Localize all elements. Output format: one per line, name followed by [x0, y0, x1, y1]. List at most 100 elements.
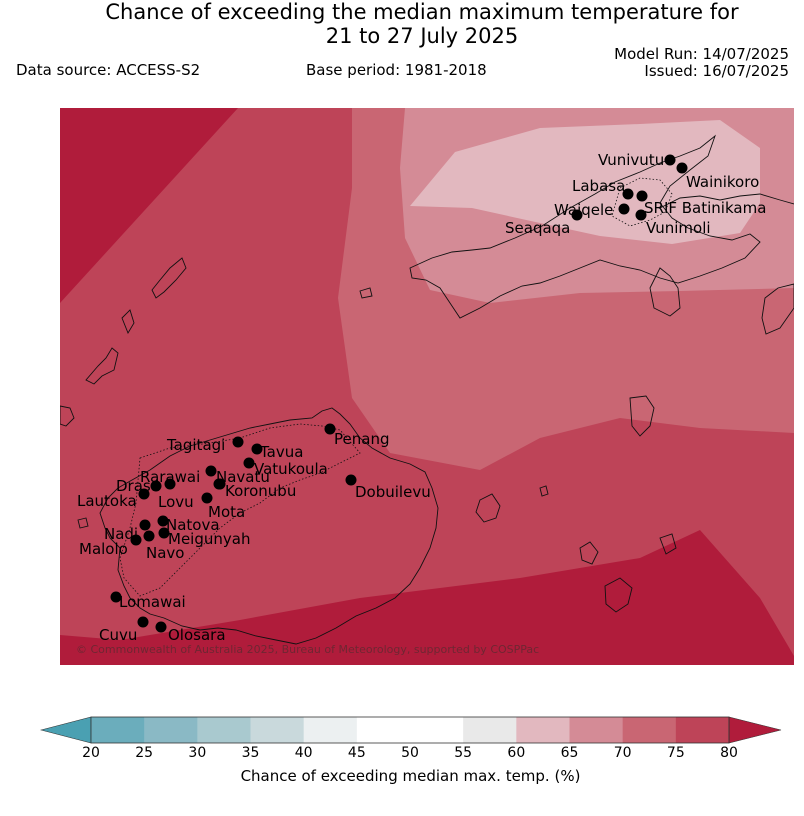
town-marker: [571, 209, 583, 221]
town-label: Drasa: [116, 477, 160, 495]
town-seaqaqa: Seaqaqa: [505, 209, 583, 237]
town-label: Natova: [166, 516, 220, 534]
band-60-65: [410, 120, 760, 244]
town-lomawai: Lomawai: [110, 591, 186, 611]
town-label: Seaqaqa: [505, 219, 570, 237]
town-penang: Penang: [324, 423, 389, 448]
taveuni-coast: [659, 193, 794, 209]
town-marker: [251, 443, 263, 455]
colorbar-tick-label: 55: [454, 745, 473, 761]
colorbar-tick-label: 40: [294, 745, 313, 761]
town-label: Olosara: [168, 626, 226, 644]
town-nadi: Nadi: [104, 519, 151, 543]
run-info: Model Run: 14/07/2025 Issued: 16/07/2025: [614, 46, 789, 80]
town-vunivutu: Vunivutu: [598, 151, 676, 169]
town-marker: [143, 530, 155, 542]
town-marker: [139, 519, 151, 531]
town-drasa: Drasa: [116, 477, 162, 495]
ovalau-island: [475, 493, 501, 523]
town-marker: [137, 616, 149, 628]
town-label: Penang: [334, 430, 389, 448]
yadua-island: [359, 287, 373, 299]
town-label: Lautoka: [77, 492, 137, 510]
town-marker: [232, 436, 244, 448]
colorbar-tick-label: 70: [613, 745, 632, 761]
town-marker: [164, 478, 176, 490]
colorbar: [39, 716, 782, 744]
district-boundaries: [119, 177, 673, 597]
town-marker: [205, 465, 217, 477]
colorbar-label: Chance of exceeding median max. temp. (%…: [240, 767, 581, 785]
town-label: Lovu: [158, 493, 194, 511]
town-marker: [150, 480, 162, 492]
mamanuca-coast: [60, 405, 75, 427]
colorbar-over-arrow: [728, 716, 782, 744]
town-mota: Mota: [201, 492, 245, 521]
town-marker: [635, 209, 647, 221]
colorbar-segment: [622, 717, 677, 743]
western-district-boundary: [119, 423, 361, 597]
data-source: Data source: ACCESS-S2: [16, 61, 201, 79]
colorbar-segment: [516, 717, 570, 743]
yasawa-north: [121, 309, 135, 335]
colorbar-segment: [675, 717, 730, 743]
town-koronubu: Koronubu: [214, 478, 296, 500]
town-marker: [138, 488, 150, 500]
town-malolo: Malolo: [79, 534, 142, 558]
colorbar-tick-label: 25: [135, 745, 154, 761]
colorbar-segment: [91, 717, 145, 743]
lau-island-2: [659, 533, 677, 555]
colorbar-tick-label: 75: [666, 745, 685, 761]
issued-date: Issued: 16/07/2025: [644, 62, 789, 80]
town-dobuilevu: Dobuilevu: [345, 474, 431, 501]
town-label: Navo: [146, 544, 184, 562]
town-labasa: Labasa: [572, 177, 634, 200]
title-line-2: 21 to 27 July 2025: [325, 24, 519, 48]
town-label: SRIF Batinikama: [644, 199, 766, 217]
town-srif-batinikama: SRIF Batinikama: [636, 190, 766, 217]
town-marker: [618, 203, 630, 215]
town-label: Tavua: [259, 443, 303, 461]
town-marker: [130, 534, 142, 546]
town-meigunyah: Meigunyah: [158, 527, 250, 548]
colorbar-tick-label: 65: [560, 745, 579, 761]
base-period: Base period: 1981-2018: [306, 61, 487, 79]
viti-levu-coast: [99, 407, 439, 645]
town-label: Vatukoula: [254, 460, 328, 478]
map-title: Chance of exceeding the median maximum t…: [0, 0, 804, 48]
lau-island-1: [604, 577, 633, 613]
town-label: Nadi: [104, 525, 138, 543]
town-label: Vunivutu: [598, 151, 664, 169]
town-natova: Natova: [157, 515, 220, 534]
town-tagitagi: Tagitagi: [166, 436, 244, 454]
town-label: Lomawai: [119, 593, 186, 611]
islet-north-east: [649, 267, 681, 317]
islet-east: [761, 283, 794, 335]
colorbar-segment: [356, 717, 411, 743]
colorbar-segment: [410, 717, 464, 743]
colorbar-segment: [303, 717, 358, 743]
lomaiviti-island: [629, 395, 655, 437]
town-label: Tagitagi: [166, 436, 225, 454]
colorbar-tick-label: 80: [720, 745, 738, 761]
colorbar-segment: [569, 717, 624, 743]
town-vunimoli: Vunimoli: [635, 209, 711, 237]
town-label: Wainikoro: [686, 173, 759, 191]
town-cuvu: Cuvu: [99, 616, 149, 644]
colorbar-tick-label: 35: [241, 745, 260, 761]
colorbar-tick-label: 45: [347, 745, 366, 761]
map-panel: Vunivutu Wainikoro Labasa SRIF Batinikama Wa…: [60, 108, 794, 665]
colorbar-segment: [197, 717, 251, 743]
town-marker: [157, 515, 169, 527]
colorbar-segment: [463, 717, 517, 743]
town-marker: [158, 527, 170, 539]
town-vatukoula: Vatukoula: [243, 457, 328, 478]
yasawa-islands: [85, 347, 119, 385]
town-tavua: Tavua: [251, 443, 303, 461]
model-run: Model Run: 14/07/2025: [614, 45, 789, 63]
koro-island: [579, 541, 599, 565]
town-marker: [214, 478, 226, 490]
colorbar-tick-label: 20: [82, 745, 100, 761]
colorbar-tick-label: 30: [188, 745, 207, 761]
town-label: Mota: [208, 503, 245, 521]
